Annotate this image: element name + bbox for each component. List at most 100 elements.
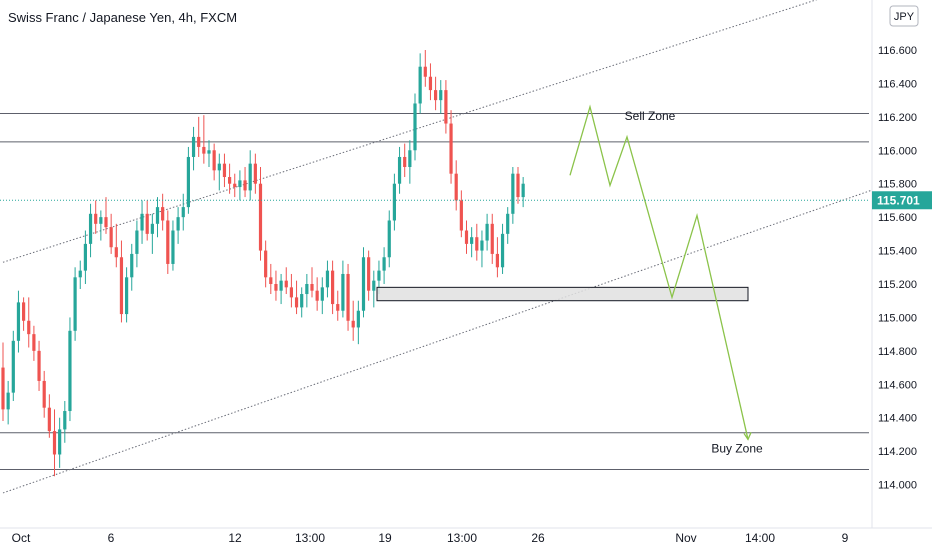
- candle[interactable]: [73, 267, 77, 341]
- candle[interactable]: [150, 213, 154, 254]
- candle[interactable]: [279, 273, 283, 305]
- candle[interactable]: [418, 53, 422, 114]
- candle[interactable]: [207, 140, 211, 167]
- candle[interactable]: [470, 227, 474, 258]
- currency-button[interactable]: JPY: [889, 5, 919, 27]
- candle[interactable]: [346, 263, 350, 331]
- candle[interactable]: [248, 150, 252, 201]
- channel-upper-line[interactable]: [2, 0, 909, 263]
- candle[interactable]: [233, 173, 237, 198]
- candle[interactable]: [325, 260, 330, 298]
- candle[interactable]: [258, 167, 263, 261]
- candle[interactable]: [387, 210, 391, 268]
- candle[interactable]: [125, 267, 129, 323]
- time-axis-background[interactable]: [0, 528, 872, 550]
- candle[interactable]: [423, 50, 427, 87]
- candle[interactable]: [464, 220, 469, 254]
- candle[interactable]: [47, 394, 51, 438]
- candle[interactable]: [217, 153, 221, 191]
- candle[interactable]: [222, 153, 227, 188]
- candle[interactable]: [238, 170, 242, 201]
- candle[interactable]: [454, 160, 458, 211]
- candle[interactable]: [166, 210, 170, 274]
- candle[interactable]: [495, 237, 499, 278]
- candle[interactable]: [449, 110, 453, 184]
- candle[interactable]: [372, 270, 376, 308]
- candle[interactable]: [439, 80, 443, 114]
- candle[interactable]: [485, 213, 489, 251]
- candle[interactable]: [289, 273, 293, 308]
- candle[interactable]: [506, 207, 510, 244]
- candle[interactable]: [228, 163, 232, 194]
- candle[interactable]: [367, 250, 371, 301]
- candle[interactable]: [294, 280, 299, 315]
- candle[interactable]: [284, 267, 288, 295]
- candle[interactable]: [52, 409, 57, 477]
- candle[interactable]: [459, 190, 463, 238]
- candle[interactable]: [11, 330, 15, 401]
- candle[interactable]: [130, 243, 134, 291]
- channel-lower-line[interactable]: [2, 176, 910, 494]
- candle[interactable]: [305, 273, 309, 308]
- candle[interactable]: [145, 200, 149, 241]
- candle[interactable]: [99, 210, 103, 241]
- candle[interactable]: [264, 240, 268, 288]
- candle[interactable]: [109, 213, 113, 254]
- candle[interactable]: [521, 177, 525, 208]
- candle[interactable]: [32, 325, 36, 361]
- candle[interactable]: [58, 417, 62, 468]
- candle[interactable]: [341, 260, 345, 318]
- candle[interactable]: [171, 220, 175, 271]
- candle[interactable]: [403, 143, 407, 178]
- candle[interactable]: [161, 193, 165, 231]
- candle[interactable]: [331, 260, 335, 315]
- candle[interactable]: [408, 140, 412, 184]
- candle[interactable]: [176, 207, 180, 244]
- candle[interactable]: [310, 267, 314, 298]
- candle[interactable]: [480, 230, 484, 268]
- candle[interactable]: [320, 277, 324, 315]
- candle[interactable]: [212, 143, 216, 181]
- candle[interactable]: [243, 167, 247, 198]
- candle[interactable]: [511, 167, 515, 224]
- candle[interactable]: [392, 173, 396, 231]
- projection-path[interactable]: [569, 104, 749, 440]
- candle[interactable]: [356, 300, 360, 345]
- candle[interactable]: [42, 370, 46, 418]
- candle[interactable]: [83, 230, 87, 284]
- candle[interactable]: [361, 247, 366, 318]
- candle[interactable]: [186, 146, 190, 214]
- candle[interactable]: [500, 223, 505, 274]
- candle[interactable]: [336, 290, 340, 321]
- candle[interactable]: [315, 277, 319, 311]
- candle[interactable]: [16, 290, 21, 353]
- candle[interactable]: [135, 220, 139, 268]
- candle[interactable]: [22, 297, 26, 331]
- candle[interactable]: [253, 153, 257, 194]
- price-axis-background[interactable]: [872, 0, 932, 550]
- candle[interactable]: [94, 200, 98, 234]
- candle[interactable]: [475, 223, 479, 261]
- candle[interactable]: [397, 146, 402, 194]
- candle[interactable]: [191, 126, 196, 171]
- candle[interactable]: [104, 197, 108, 234]
- candle[interactable]: [114, 223, 118, 268]
- candle[interactable]: [351, 300, 355, 341]
- candle[interactable]: [68, 317, 72, 422]
- candle[interactable]: [516, 167, 520, 204]
- candle[interactable]: [78, 260, 82, 290]
- candle[interactable]: [1, 342, 5, 422]
- candle[interactable]: [490, 213, 494, 264]
- candle[interactable]: [413, 93, 417, 161]
- candle[interactable]: [434, 76, 438, 111]
- candle[interactable]: [37, 340, 41, 391]
- candle[interactable]: [197, 116, 201, 157]
- candle[interactable]: [155, 197, 160, 238]
- candle[interactable]: [88, 203, 93, 258]
- support-zone-box[interactable]: [376, 286, 749, 302]
- candle[interactable]: [140, 200, 144, 244]
- candle[interactable]: [181, 193, 185, 231]
- candle[interactable]: [119, 240, 124, 323]
- candle[interactable]: [63, 401, 67, 443]
